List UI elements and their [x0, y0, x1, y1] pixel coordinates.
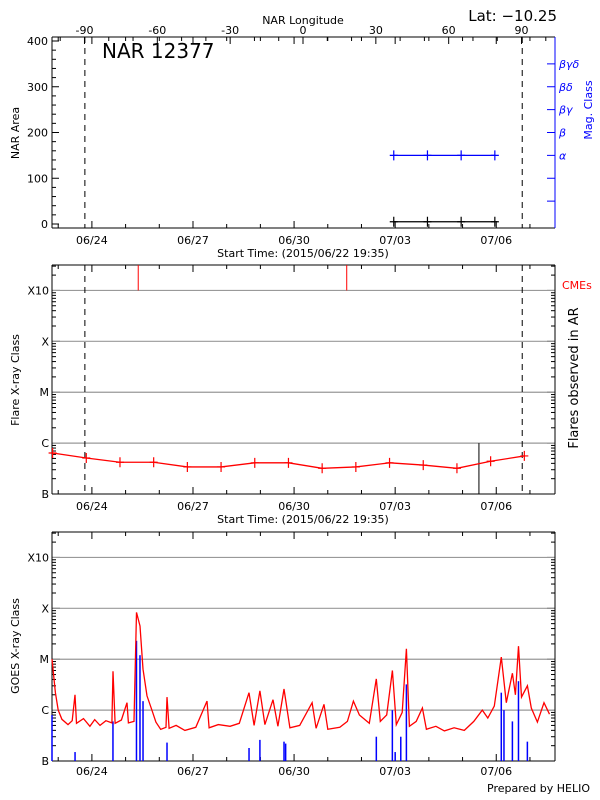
flare-background-point [486, 456, 495, 467]
x-tick-label: 06/24 [76, 234, 108, 247]
flare-background-point [419, 460, 428, 471]
x-tick-label: 07/03 [379, 500, 411, 513]
longitude-tick-label: -30 [221, 24, 239, 37]
panel2-xlabel: Start Time: (2015/06/22 19:35) [217, 513, 389, 526]
panel2-ylabel: Flare X-ray Class [9, 334, 22, 426]
x-tick-label: 06/24 [76, 765, 108, 778]
longitude-tick-label: 30 [369, 24, 383, 37]
mag-class-point [423, 150, 432, 161]
panel1-ylabel: NAR Area [9, 107, 22, 159]
x-tick-label: 06/27 [177, 500, 209, 513]
flare-background-point [217, 461, 226, 472]
x-tick-label: 07/03 [379, 234, 411, 247]
region-title: NAR 12377 [102, 39, 215, 63]
flare-background-point [351, 461, 360, 472]
y-tick-label: B [41, 488, 49, 501]
panel-goes-xray: B C M X X10 06/24 06/27 06/30 07/03 07/06 [27, 531, 556, 778]
flare-background-point [183, 461, 192, 472]
flare-background-point [250, 457, 259, 468]
longitude-tick-label: -90 [75, 24, 93, 37]
mag-class-label: βδ [558, 81, 573, 94]
longitude-tick-label: 90 [515, 24, 529, 37]
x-tick-label: 07/06 [480, 765, 512, 778]
y-tick-label: X [41, 602, 49, 615]
x-tick-label: 07/03 [379, 765, 411, 778]
flare-background-point [385, 457, 394, 468]
latitude-label: Lat: −10.25 [468, 7, 557, 25]
panel2-y2label: Flares observed in AR [567, 307, 582, 448]
panel3-ylabel: GOES X-ray Class [9, 598, 22, 694]
x-tick-label: 06/30 [278, 500, 310, 513]
top-axis-label: NAR Longitude [262, 14, 344, 27]
x-tick-label: 06/24 [76, 500, 108, 513]
mag-class-label: α [559, 149, 567, 162]
y-tick-label: 100 [27, 172, 48, 185]
y-tick-label: 400 [27, 35, 48, 48]
mag-class-label: βγδ [558, 58, 580, 71]
flare-background-point [452, 463, 461, 474]
area-point [457, 216, 466, 227]
panel1-y2label: Mag. Class [582, 80, 595, 139]
flare-background-point [318, 463, 327, 474]
panel1-xlabel: Start Time: (2015/06/22 19:35) [217, 247, 389, 260]
y-tick-label: X [41, 335, 49, 348]
longitude-tick-label: 0 [300, 24, 307, 37]
y-tick-label: X10 [27, 284, 49, 297]
y-tick-label: C [41, 704, 49, 717]
y-tick-label: 200 [27, 127, 48, 140]
x-tick-label: 07/06 [480, 234, 512, 247]
area-point [423, 216, 432, 227]
y-tick-label: 0 [41, 218, 48, 231]
x-tick-label: 06/27 [177, 234, 209, 247]
y-tick-label: C [41, 437, 49, 450]
y-tick-label: M [40, 386, 50, 399]
mag-class-label: βγ [558, 104, 573, 117]
y-tick-label: 300 [27, 81, 48, 94]
flare-background-point [520, 450, 529, 461]
panel-nar-area: 0 100 200 300 400 αβ βγ βδ βγδ -90 -60 -30 0 30 60 90 06… [27, 24, 580, 247]
mag-class-label: β [558, 127, 566, 140]
flare-background-point [149, 457, 158, 468]
flare-background-point [48, 447, 57, 458]
area-point [490, 216, 499, 227]
goes-long-line [51, 612, 551, 732]
y-tick-label: X10 [27, 551, 49, 564]
panel-flare-class: B C M X X10 06/24 06/27 06/30 07/03 07/06 [27, 264, 556, 513]
mag-class-point [389, 150, 398, 161]
footer-credit: Prepared by HELIO [487, 782, 590, 795]
cme-legend-label: CMEs [562, 279, 592, 292]
x-tick-label: 07/06 [480, 500, 512, 513]
longitude-tick-label: 60 [442, 24, 456, 37]
x-tick-label: 06/27 [177, 765, 209, 778]
mag-class-point [457, 150, 466, 161]
x-tick-label: 06/30 [278, 765, 310, 778]
area-point [389, 216, 398, 227]
y-tick-label: B [41, 755, 49, 768]
y-tick-label: M [40, 653, 50, 666]
flare-background-point [115, 457, 124, 468]
x-tick-label: 06/30 [278, 234, 310, 247]
flare-background-point [82, 452, 91, 463]
longitude-tick-label: -60 [148, 24, 166, 37]
mag-class-point [490, 150, 499, 161]
flare-background-point [284, 457, 293, 468]
